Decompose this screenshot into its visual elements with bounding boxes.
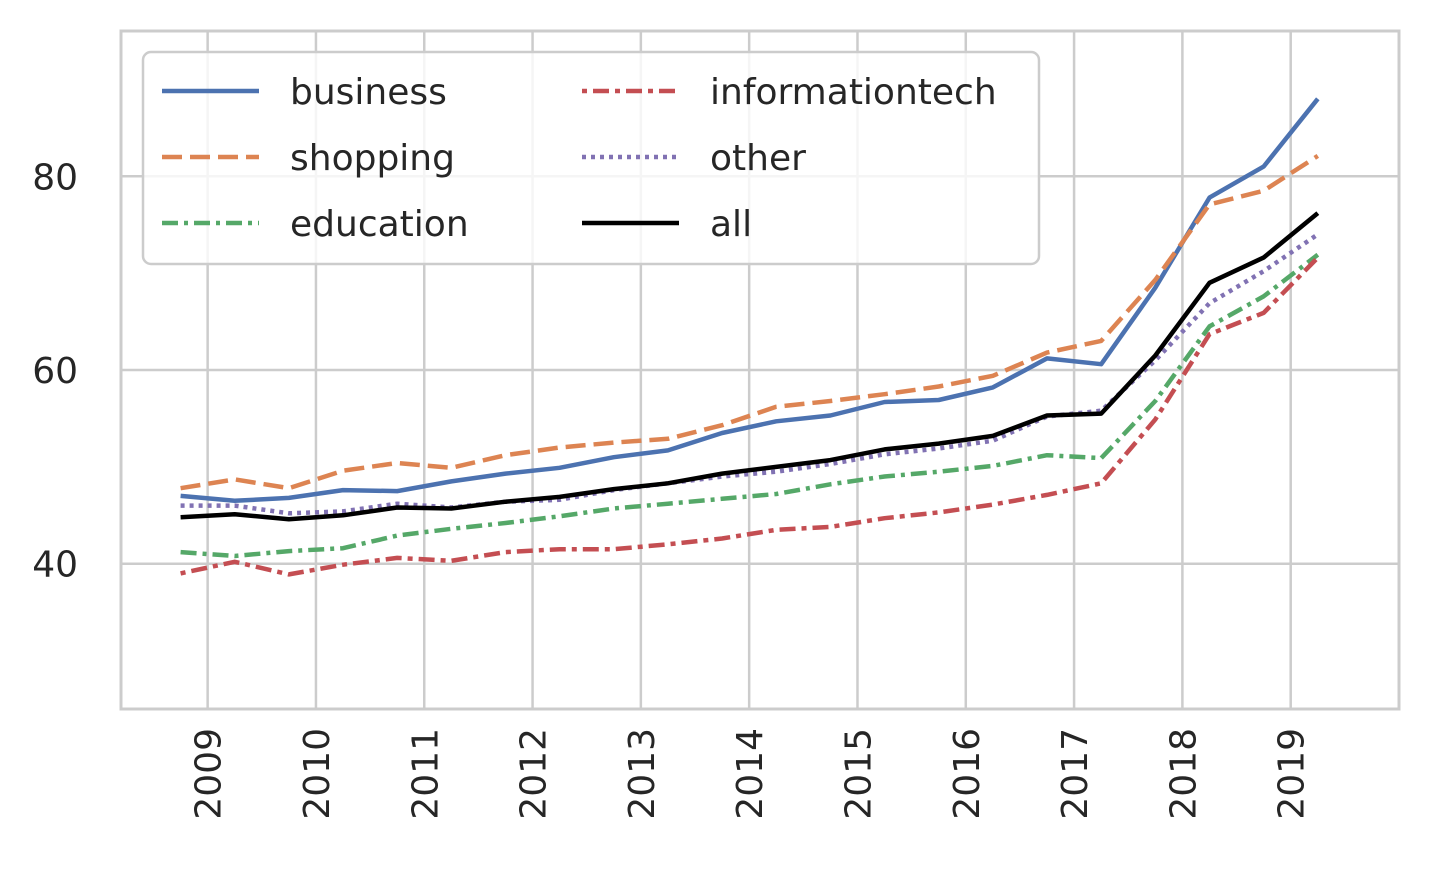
legend-label-shopping: shopping <box>290 138 455 179</box>
x-tick-label: 2015 <box>838 728 879 820</box>
series-line-all <box>180 211 1320 522</box>
y-tick-label: 80 <box>32 157 78 198</box>
x-tick-label: 2016 <box>947 728 988 820</box>
series-line-shopping <box>180 154 1320 491</box>
x-tick-label: 2014 <box>730 728 771 820</box>
x-tick-label: 2017 <box>1055 728 1096 820</box>
x-tick-label: 2019 <box>1272 728 1313 820</box>
legend: business shopping education informationtech… <box>141 50 1041 266</box>
series-line-business <box>180 97 1320 504</box>
y-tick-label: 60 <box>32 351 78 392</box>
series-lines <box>180 97 1320 577</box>
x-tick-label: 2012 <box>514 728 555 820</box>
legend-label-other: other <box>710 138 806 179</box>
x-tick-label: 2011 <box>405 728 446 820</box>
y-tick-labels: 40 60 80 <box>32 157 78 585</box>
legend-label-informationtech: informationtech <box>710 72 997 113</box>
legend-label-business: business <box>290 72 447 113</box>
legend-label-all: all <box>710 204 752 245</box>
y-tick-label: 40 <box>32 545 78 586</box>
series-line-other <box>180 232 1320 516</box>
x-tick-labels: 2009 2010 2011 2012 2013 2014 2015 2016 2017 2018… <box>189 728 1313 820</box>
x-tick-label: 2009 <box>189 728 230 820</box>
x-tick-label: 2010 <box>297 728 338 820</box>
legend-label-education: education <box>290 204 469 245</box>
plot-frame <box>119 29 1401 711</box>
x-tick-label: 2018 <box>1163 728 1204 820</box>
x-tick-label: 2013 <box>622 728 663 820</box>
series-line-informationtech <box>180 256 1320 577</box>
series-line-education <box>180 252 1320 559</box>
